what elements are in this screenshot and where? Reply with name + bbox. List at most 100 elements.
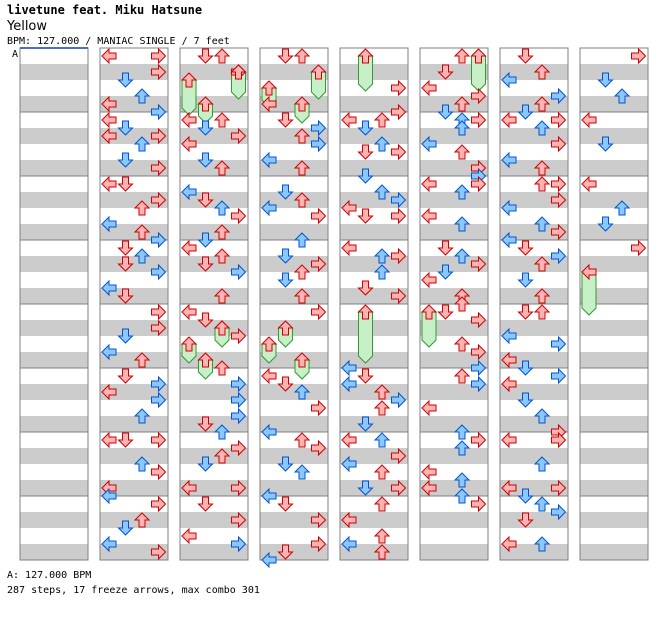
stripe (100, 384, 168, 400)
stripe (500, 416, 568, 432)
stripe (580, 320, 648, 336)
arrow-up-icon (180, 336, 198, 352)
arrow-up-icon (533, 536, 551, 552)
arrow-right-icon (471, 111, 487, 129)
arrow-up-icon (373, 464, 391, 480)
arrow-left-icon (501, 479, 517, 497)
arrow-up-icon (133, 248, 151, 264)
arrow-right-icon (391, 191, 407, 209)
chart-column-1 (19, 47, 89, 561)
stripe (580, 512, 648, 528)
arrow-up-icon (213, 288, 231, 304)
stripe (100, 544, 168, 560)
stripe (580, 64, 648, 80)
arrow-up-icon (453, 96, 471, 112)
arrow-up-icon (453, 368, 471, 384)
stripe (20, 544, 88, 560)
arrow-down-icon (197, 48, 214, 64)
arrow-down-icon (197, 152, 214, 168)
stripe (580, 544, 648, 560)
arrow-up-icon (453, 424, 471, 440)
stripe (20, 384, 88, 400)
arrow-left-icon (501, 71, 517, 89)
arrow-up-icon (293, 384, 311, 400)
arrow-down-icon (597, 136, 614, 152)
arrow-right-icon (471, 311, 487, 329)
arrow-up-icon (213, 248, 231, 264)
arrow-right-icon (391, 287, 407, 305)
arrow-right-icon (551, 223, 567, 241)
arrow-left-icon (101, 95, 117, 113)
arrow-right-icon (391, 103, 407, 121)
stripe (20, 128, 88, 144)
arrow-up-icon (470, 48, 487, 64)
arrow-down-icon (277, 544, 294, 560)
arrow-down-icon (517, 272, 534, 288)
stripe (20, 448, 88, 464)
arrow-up-icon (293, 192, 311, 208)
arrow-down-icon (117, 288, 134, 304)
stripe (500, 480, 568, 496)
stripe (100, 192, 168, 208)
arrow-left-icon (261, 199, 277, 217)
arrow-right-icon (391, 391, 407, 409)
arrow-down-icon (277, 272, 294, 288)
arrow-up-icon (197, 352, 214, 368)
arrow-left-icon (421, 479, 437, 497)
arrow-right-icon (231, 327, 247, 345)
arrow-down-icon (357, 168, 374, 184)
arrow-right-icon (631, 47, 647, 65)
arrow-right-icon (231, 535, 247, 553)
song-artist: livetune feat. Miku Hatsune (7, 3, 203, 17)
arrow-down-icon (437, 264, 454, 280)
arrow-up-icon (533, 120, 551, 136)
arrow-left-icon (101, 111, 117, 129)
stripe (100, 320, 168, 336)
arrow-up-icon (373, 432, 391, 448)
arrow-down-icon (277, 376, 294, 392)
arrow-right-icon (471, 375, 487, 393)
arrow-up-icon (213, 48, 231, 64)
arrow-right-icon (551, 431, 567, 449)
arrow-left-icon (421, 135, 437, 153)
stripe (180, 224, 248, 240)
stripe (20, 192, 88, 208)
stripe (180, 64, 248, 80)
stripe (500, 96, 568, 112)
arrow-up-icon (420, 304, 438, 320)
stripe (580, 160, 648, 176)
arrow-up-icon (133, 456, 151, 472)
arrow-left-icon (421, 207, 437, 225)
arrow-up-icon (133, 200, 151, 216)
arrow-down-icon (597, 72, 614, 88)
arrow-left-icon (341, 199, 357, 217)
arrow-left-icon (181, 303, 197, 321)
stripe (100, 64, 168, 80)
arrow-right-icon (551, 191, 567, 209)
arrow-up-icon (533, 96, 551, 112)
arrow-right-icon (551, 335, 567, 353)
arrow-up-icon (213, 224, 231, 240)
stripe (100, 448, 168, 464)
stripe (340, 160, 408, 176)
stripe (260, 256, 328, 272)
arrow-down-icon (197, 496, 214, 512)
arrow-left-icon (261, 151, 277, 169)
arrow-right-icon (311, 511, 327, 529)
arrow-left-icon (181, 111, 197, 129)
stripe (500, 64, 568, 80)
arrow-up-icon (373, 112, 391, 128)
stripe (260, 320, 328, 336)
arrow-right-icon (391, 479, 407, 497)
arrow-left-icon (341, 511, 357, 529)
stripe (580, 448, 648, 464)
stripe (20, 96, 88, 112)
stripe (20, 160, 88, 176)
arrow-right-icon (311, 255, 327, 273)
arrow-right-icon (551, 135, 567, 153)
arrow-up-icon (213, 424, 231, 440)
arrow-left-icon (101, 487, 117, 505)
arrow-down-icon (277, 48, 294, 64)
arrow-up-icon (613, 88, 631, 104)
arrow-down-icon (597, 216, 614, 232)
